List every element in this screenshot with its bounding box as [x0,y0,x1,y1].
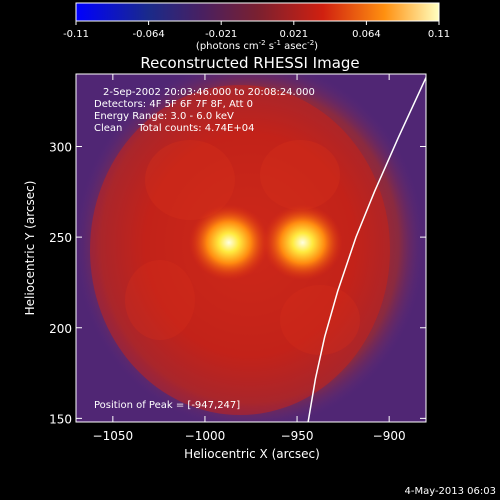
x-tick-label: −950 [281,429,314,443]
y-axis: 150 200 250 300 [49,141,426,426]
peak-position: Position of Peak = [-947,247] [94,400,240,411]
x-tick-label: −900 [373,429,406,443]
colorbar-unit: (photons cm-2 s-1 asec-2) [196,39,318,52]
annotation-energy: Energy Range: 3.0 - 6.0 keV [94,111,234,122]
x-tick-label: −1000 [185,429,226,443]
colorbar-tick-label: -0.11 [63,29,89,40]
colorbar-tick-label: -0.064 [132,29,164,40]
x-tick-label: −1050 [93,429,134,443]
y-tick-label: 200 [49,322,72,336]
annotation-clean: Clean Total counts: 4.74E+04 [94,123,254,134]
y-tick-label: 300 [49,141,72,155]
solar-limb-curve [307,77,426,422]
colorbar-tick-label: 0.021 [279,29,308,40]
chart-title: Reconstructed RHESSI Image [140,54,359,72]
colorbar-ticks: -0.11 -0.064 -0.021 0.021 0.064 0.11 [63,21,450,40]
x-axis-label: Heliocentric X (arcsec) [184,447,320,461]
source-peak [262,204,343,281]
annotation-detectors: Detectors: 4F 5F 6F 7F 8F, Att 0 [94,99,253,110]
colorbar-tick-label: -0.021 [205,29,237,40]
y-tick-label: 150 [49,412,72,426]
source-peak [188,204,269,281]
colorbar-tick-label: 0.064 [352,29,381,40]
x-axis: −1050 −1000 −950 −900 [93,74,406,443]
y-axis-label: Heliocentric Y (arcsec) [23,181,37,316]
colorbar-tick-label: 0.11 [428,29,450,40]
image-area [76,74,426,422]
colorbar [75,2,440,22]
y-tick-label: 250 [49,231,72,245]
annotation-time: 2-Sep-2002 20:03:46.000 to 20:08:24.000 [103,87,315,98]
plot-frame [75,73,427,423]
footer-date: 4-May-2013 06:03 [404,486,496,497]
